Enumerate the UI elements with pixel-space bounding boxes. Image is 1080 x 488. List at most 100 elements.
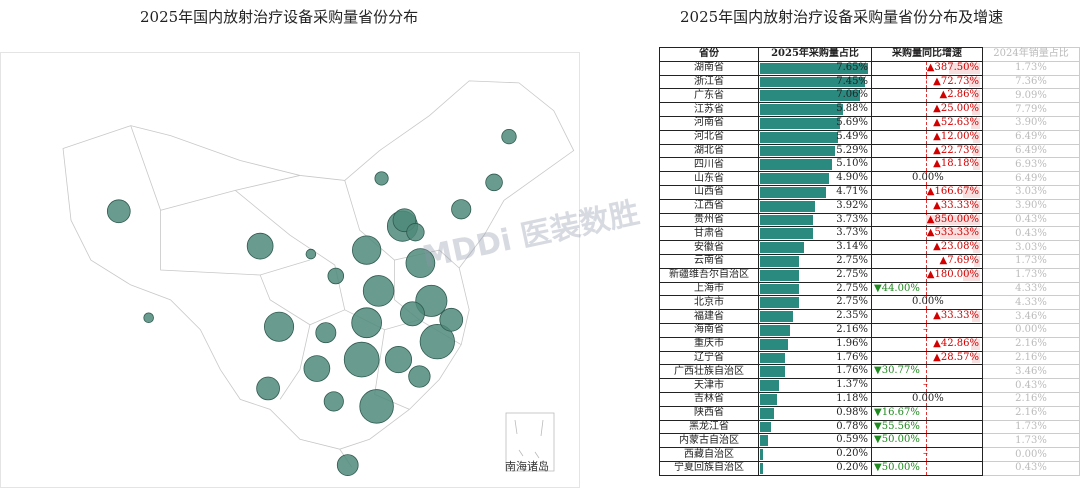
share-bar	[760, 311, 794, 322]
prev-share-cell: 3.03%	[982, 240, 1080, 255]
growth-zero-line	[926, 227, 927, 241]
growth-cell: ▲33.33%	[871, 198, 983, 214]
growth-zero-line	[926, 199, 927, 213]
bubble-云南省	[256, 376, 280, 401]
growth-value: 166.67%	[934, 185, 980, 197]
header-share: 2025年采购量占比	[758, 47, 872, 62]
share-value: 1.76%	[836, 365, 868, 377]
share-value: 7.06%	[836, 89, 868, 101]
growth-bar	[940, 228, 980, 240]
share-cell: 3.73%	[758, 212, 872, 228]
growth-label: ▲850.00%	[927, 214, 979, 226]
growth-value: 33.33%	[940, 199, 979, 211]
growth-cell: ▼16.67%	[871, 405, 983, 421]
share-cell: 2.35%	[758, 309, 872, 324]
province-cell: 湖北省	[659, 143, 759, 159]
growth-value: 2.86%	[947, 89, 979, 101]
growth-zero-line	[926, 282, 927, 296]
growth-label: ▲22.73%	[933, 145, 979, 157]
share-value: 2.35%	[836, 310, 868, 322]
share-bar	[760, 352, 785, 364]
growth-value: 18.18%	[940, 158, 979, 170]
growth-value: 0.00%	[912, 296, 944, 308]
share-bar	[760, 62, 868, 74]
growth-label: ▲28.57%	[933, 352, 979, 364]
prev-share-cell: 0.43%	[982, 212, 1080, 228]
growth-cell: ▲25.00%	[871, 102, 983, 117]
table-row: 陕西省 0.98% ▼16.67% 2.16%	[659, 405, 1080, 421]
growth-value: 533.33%	[934, 227, 980, 239]
growth-zero-line	[926, 116, 927, 130]
province-cell: 山东省	[659, 171, 759, 186]
share-bar	[760, 393, 777, 405]
bubble-辽宁省	[451, 199, 472, 220]
growth-zero-line	[926, 172, 927, 185]
share-value: 5.49%	[836, 130, 868, 142]
up-arrow-icon: ▲	[933, 241, 941, 253]
bubble-山东省	[405, 248, 436, 278]
share-bar	[760, 338, 788, 350]
growth-zero-line	[926, 337, 927, 351]
share-value: 5.29%	[836, 144, 868, 156]
growth-label: ▲2.86%	[940, 89, 979, 101]
share-cell: 1.18%	[758, 391, 872, 407]
bubble-西藏自治区	[143, 312, 154, 324]
prev-share-cell: 0.00%	[982, 447, 1080, 462]
growth-bar	[973, 255, 980, 267]
province-cell: 贵州省	[659, 212, 759, 228]
growth-label: 0.00%	[912, 172, 944, 184]
growth-label: –	[923, 448, 928, 460]
growth-label: ▲12.00%	[933, 131, 979, 143]
table-row: 辽宁省 1.76% ▲28.57% 2.16%	[659, 350, 1080, 366]
growth-bar	[972, 159, 980, 171]
growth-label: ▲180.00%	[927, 269, 979, 281]
share-bar	[760, 228, 813, 240]
growth-zero-line	[926, 158, 927, 172]
share-bar	[760, 435, 769, 447]
down-arrow-icon: ▼	[874, 461, 882, 473]
growth-bar	[926, 214, 980, 226]
share-bar	[760, 462, 763, 474]
growth-value: 25.00%	[940, 103, 979, 115]
table-title: 2025年国内放射治疗设备采购量省份分布及增速	[680, 8, 1004, 26]
growth-bar	[963, 186, 980, 198]
table-row: 吉林省 1.18% 0.00% 2.16%	[659, 391, 1080, 407]
growth-label: ▲33.33%	[933, 310, 979, 322]
share-cell: 0.59%	[758, 433, 872, 449]
growth-label: 0.00%	[912, 296, 944, 308]
up-arrow-icon: ▲	[926, 227, 935, 239]
share-cell: 1.76%	[758, 364, 872, 380]
bubble-广西壮族自治区	[323, 391, 344, 412]
growth-cell: ▼50.00%	[871, 433, 983, 449]
growth-value: 33.33%	[940, 310, 979, 322]
growth-zero-line	[926, 296, 927, 310]
table-row: 上海市 2.75% ▼44.00% 4.33%	[659, 281, 1080, 297]
growth-cell: ▲850.00%	[871, 212, 983, 228]
growth-cell: ▲52.63%	[871, 115, 983, 131]
growth-zero-line	[926, 448, 927, 461]
bubble-广东省	[359, 389, 394, 424]
province-cell: 江苏省	[659, 102, 759, 117]
growth-value: 16.67%	[881, 406, 920, 418]
bubble-陕西省	[327, 267, 345, 285]
growth-value: 42.86%	[940, 337, 979, 349]
prev-share-cell: 0.43%	[982, 460, 1080, 476]
growth-label: ▲33.33%	[933, 200, 979, 212]
header-growth: 采购量同比增速	[871, 47, 983, 62]
bubble-浙江省	[419, 324, 455, 360]
prev-share-cell: 4.33%	[982, 295, 1080, 311]
province-cell: 新疆维吾尔自治区	[659, 267, 759, 283]
up-arrow-icon: ▲	[933, 144, 941, 156]
header-prev-share: 2024年销量占比	[982, 47, 1080, 62]
growth-cell: ▲7.69%	[871, 253, 983, 269]
down-arrow-icon: ▼	[874, 406, 882, 418]
table-row: 湖南省 7.65% ▲387.50% 1.73%	[659, 60, 1080, 76]
up-arrow-icon: ▲	[926, 213, 935, 225]
bubble-江西省	[384, 346, 413, 374]
growth-cell: ▲33.33%	[871, 309, 983, 324]
up-arrow-icon: ▲	[933, 130, 941, 142]
growth-value: 22.73%	[940, 144, 979, 156]
share-cell: 2.16%	[758, 322, 872, 338]
growth-cell: 0.00%	[871, 171, 983, 186]
prev-share-cell: 2.16%	[982, 350, 1080, 366]
